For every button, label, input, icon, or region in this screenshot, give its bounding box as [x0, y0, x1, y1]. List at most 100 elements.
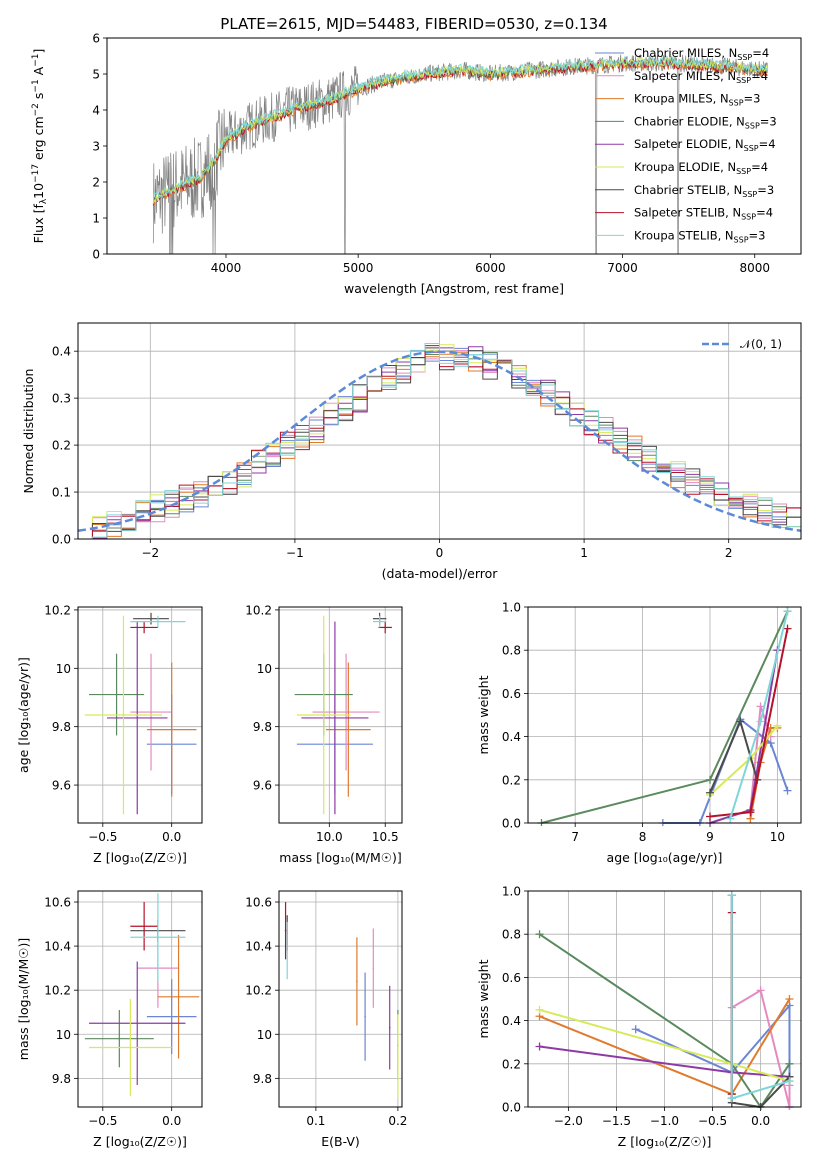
series-marker [535, 1042, 544, 1051]
data-point [388, 1026, 391, 1029]
y-axis-label: mass weight [476, 959, 491, 1038]
mass-vs-Z-axes: −0.5 0.0 9.8 10 10.2 10.4 10.6 Z [log₁₀(Z/Z☉)] m… [16, 891, 202, 1149]
y-tick-label: 9.8 [52, 1072, 71, 1086]
y-tick-label: 0.4 [52, 345, 71, 359]
massweight-vs-Z-frame [527, 890, 802, 1108]
series-marker [726, 814, 735, 823]
y-tick-label: 9.8 [52, 720, 71, 734]
age-vs-mass-points [294, 612, 392, 815]
data-point [334, 717, 336, 719]
legend-n: =3 [757, 183, 774, 197]
series-marker [756, 702, 765, 711]
legend-sub: SSP [745, 121, 760, 130]
x-axis-label: (data-model)/error [382, 566, 499, 581]
y-tick-label: 0.0 [52, 533, 71, 547]
y-axis-label: mass [log₁₀(M/M☉)] [16, 938, 31, 1060]
y-axis-label-part: −2 [31, 103, 41, 116]
legend-name: Salpeter STELIB, N [634, 206, 741, 220]
legend-entry: Chabrier STELIB, NSSP=3 [634, 183, 774, 199]
y-tick-label: 9.6 [253, 779, 272, 793]
x-tick-label: 5000 [343, 261, 374, 275]
mass-vs-EBV-axes: 0.1 0.2 9.8 10 10.2 10.4 10.6 E(B-V) [245, 891, 407, 1149]
legend-n: =4 [751, 69, 768, 83]
y-tick-label: 0.2 [502, 1057, 521, 1071]
x-tick-label: −0.5 [88, 830, 117, 844]
data-point [397, 1055, 399, 1058]
x-axis-label: age [log₁₀(age/yr)] [607, 850, 723, 865]
legend-name: Kroupa STELIB, N [634, 228, 734, 242]
y-axis-label: age [log₁₀(age/yr)] [16, 657, 31, 773]
x-tick-label: 10 [770, 830, 785, 844]
x-tick-label: 10.5 [372, 830, 399, 844]
x-tick-label: 1 [580, 546, 588, 560]
y-tick-label: 0.4 [502, 1014, 521, 1028]
x-tick-label: 0.0 [751, 1114, 770, 1128]
age-vs-Z-axes: −0.5 0.0 9.6 9.8 10 10.2 Z [log₁₀(Z/Z☉)] age [l… [16, 603, 202, 865]
x-axis-label: Z [log₁₀(Z/Z☉)] [618, 1134, 712, 1149]
y-tick-label: 1.0 [502, 885, 521, 899]
y-tick-label: 0.8 [502, 928, 521, 942]
x-tick-label: 8 [639, 830, 647, 844]
legend-sub: SSP [742, 190, 757, 199]
massweight-vs-Z-axes: −2.0 −1.5 −1.0 −0.5 0.0 0.0 0.2 0.4 0.6 0.8 1.0 Z [… [476, 885, 801, 1149]
y-tick-label: 2 [92, 176, 100, 190]
legend-n: =3 [760, 114, 777, 128]
y-tick-label: 10 [257, 662, 272, 676]
data-point [170, 1015, 173, 1018]
y-axis-label-part: −1 [31, 54, 41, 67]
series-marker [783, 786, 792, 795]
y-tick-label: 0.8 [502, 644, 521, 658]
x-axis-label: Z [log₁₀(Z/Z☉)] [93, 1134, 187, 1149]
series-marker [785, 1059, 794, 1068]
y-tick-label: 3 [92, 140, 100, 154]
y-axis-label: Normed distribution [21, 369, 36, 494]
x-tick-label: 10.0 [316, 830, 343, 844]
age-vs-Z-frame [77, 606, 203, 824]
massweight-vs-Z-series [535, 891, 794, 1110]
data-point [356, 980, 358, 983]
data-point [143, 925, 145, 928]
data-point [345, 711, 347, 713]
data-point [322, 714, 325, 716]
massweight-vs-age-axes: 7 8 9 10 0.0 0.2 0.4 0.6 0.8 1.0 age [log₁₀(age/yr… [476, 601, 801, 865]
y-tick-label: 10 [257, 1028, 272, 1042]
spectrum-axes: 4000 5000 6000 7000 8000 0 1 2 3 4 5 6 wavelength [A… [92, 32, 770, 297]
data-point [136, 1022, 139, 1025]
data-point [347, 728, 350, 731]
data-point [177, 995, 180, 998]
series-marker [785, 1077, 794, 1086]
y-tick-label: 0.3 [52, 392, 71, 406]
x-tick-label: −1 [286, 546, 304, 560]
mass-vs-Z-points [84, 893, 200, 1096]
data-point [157, 936, 159, 939]
x-tick-label: 0.0 [162, 830, 181, 844]
x-tick-label: 0.2 [388, 1114, 407, 1128]
legend-sub: SSP [729, 99, 744, 108]
y-axis-label-part: A [31, 66, 46, 79]
data-point [143, 626, 145, 629]
legend-sub: SSP [744, 144, 759, 153]
histogram-step [78, 342, 801, 539]
y-tick-label: 9.8 [253, 720, 272, 734]
data-point [122, 714, 125, 716]
legend-entry: Salpeter ELODIE, NSSP=4 [634, 137, 776, 153]
y-tick-label: 0.0 [502, 1101, 521, 1115]
legend-sub: SSP [741, 213, 756, 222]
data-point [284, 929, 287, 932]
legend-name: Kroupa ELODIE, N [634, 160, 736, 174]
x-tick-label: −2.0 [554, 1114, 583, 1128]
legend-name: Salpeter MILES, N [634, 69, 736, 83]
legend-name: Chabrier STELIB, N [634, 183, 742, 197]
residuals-frame [77, 322, 802, 540]
x-tick-label: −1.5 [602, 1114, 631, 1128]
x-tick-label: 7 [571, 830, 579, 844]
age-vs-mass-axes: 10.0 10.5 9.6 9.8 10 10.2 mass [log₁₀(M/M☉)] [245, 603, 402, 865]
spectrum-data-line [152, 53, 769, 254]
legend-name: Chabrier MILES, N [634, 46, 737, 60]
y-tick-label: 10.2 [44, 984, 71, 998]
data-point [118, 1037, 121, 1040]
y-axis-label: Flux [fλ10−17 erg cm−2 s−1 A−1] [31, 49, 49, 244]
y-tick-label: 1 [92, 212, 100, 226]
legend-entry: Salpeter STELIB, NSSP=4 [634, 206, 773, 222]
